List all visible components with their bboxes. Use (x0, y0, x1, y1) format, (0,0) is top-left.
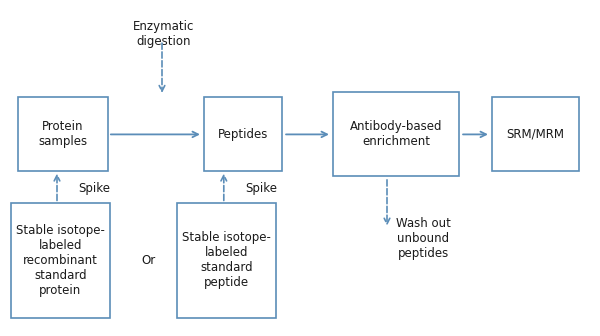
Text: Spike: Spike (78, 182, 110, 195)
Text: Wash out
unbound
peptides: Wash out unbound peptides (396, 217, 451, 260)
FancyBboxPatch shape (18, 97, 108, 171)
FancyBboxPatch shape (333, 92, 459, 176)
Text: Protein
samples: Protein samples (38, 120, 88, 149)
Text: Stable isotope-
labeled
standard
peptide: Stable isotope- labeled standard peptide (182, 232, 271, 289)
Text: Stable isotope-
labeled
recombinant
standard
protein: Stable isotope- labeled recombinant stan… (16, 224, 105, 297)
Text: Peptides: Peptides (218, 128, 268, 141)
Text: Antibody-based
enrichment: Antibody-based enrichment (350, 120, 442, 149)
FancyBboxPatch shape (492, 97, 579, 171)
FancyBboxPatch shape (204, 97, 282, 171)
Text: Or: Or (142, 254, 156, 267)
Text: Enzymatic
digestion: Enzymatic digestion (133, 19, 194, 48)
FancyBboxPatch shape (177, 203, 276, 318)
FancyBboxPatch shape (11, 203, 110, 318)
Text: Spike: Spike (245, 182, 277, 195)
Text: SRM/MRM: SRM/MRM (506, 128, 565, 141)
